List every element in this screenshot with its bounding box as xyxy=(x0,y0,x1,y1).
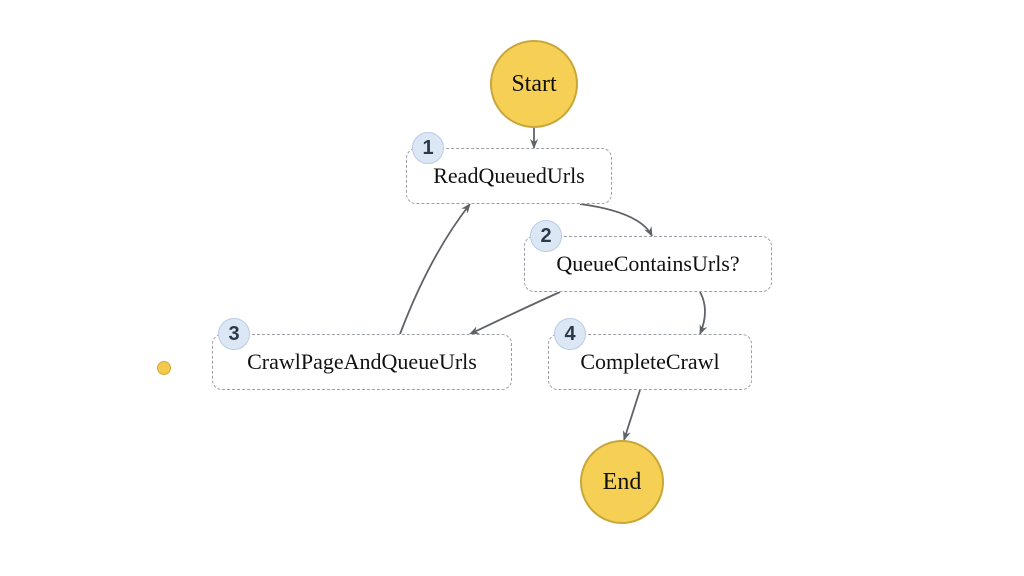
step2-badge: 2 xyxy=(530,220,562,252)
edge-step1-step2 xyxy=(580,204,652,236)
start-node: Start xyxy=(490,40,578,128)
step4-badge-text: 4 xyxy=(564,323,575,346)
step2-label: QueueContainsUrls? xyxy=(556,251,739,277)
step1-badge-text: 1 xyxy=(422,137,433,160)
side-bullet-icon xyxy=(157,361,171,375)
edge-step3-step1 xyxy=(400,204,470,334)
end-label: End xyxy=(603,469,642,496)
step1-label: ReadQueuedUrls xyxy=(433,163,585,189)
step3-badge: 3 xyxy=(218,318,250,350)
edge-step2-step3 xyxy=(470,292,560,334)
step4-label: CompleteCrawl xyxy=(580,349,719,375)
step3-label: CrawlPageAndQueueUrls xyxy=(247,349,477,375)
end-node: End xyxy=(580,440,664,524)
step1-badge: 1 xyxy=(412,132,444,164)
step3-node: CrawlPageAndQueueUrls xyxy=(212,334,512,390)
edge-step4-end xyxy=(624,390,640,440)
start-label: Start xyxy=(511,71,556,98)
step3-badge-text: 3 xyxy=(228,323,239,346)
edge-step2-step4 xyxy=(700,292,705,334)
step2-node: QueueContainsUrls? xyxy=(524,236,772,292)
step2-badge-text: 2 xyxy=(540,225,551,248)
step4-badge: 4 xyxy=(554,318,586,350)
